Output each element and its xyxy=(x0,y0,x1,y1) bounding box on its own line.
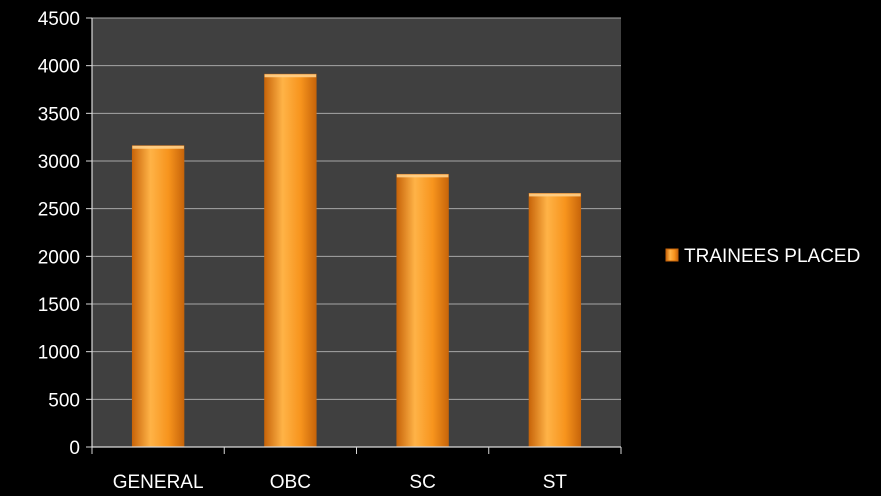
bar-sc xyxy=(396,173,449,448)
x-tick-label-general: GENERAL xyxy=(113,472,204,493)
y-tick-label-2500: 2500 xyxy=(38,200,80,221)
bar-top-obc xyxy=(264,74,317,78)
y-tick-label-3500: 3500 xyxy=(38,104,80,125)
bar-top-st xyxy=(529,193,581,197)
bar-top-general xyxy=(132,145,184,149)
x-tick-label-st: ST xyxy=(543,472,568,493)
legend-swatch xyxy=(665,248,679,262)
legend: TRAINEES PLACED xyxy=(665,246,860,267)
y-tick-label-4500: 4500 xyxy=(38,9,80,30)
bar-general xyxy=(131,145,185,448)
x-tick-label-sc: SC xyxy=(409,472,435,493)
y-tick-label-0: 0 xyxy=(69,438,80,459)
y-tick-label-3000: 3000 xyxy=(38,152,80,173)
y-tick-label-1500: 1500 xyxy=(38,295,80,316)
y-tick-label-2000: 2000 xyxy=(38,247,80,268)
x-tick-labels: GENERAL OBC SC ST xyxy=(91,447,622,493)
y-tick-label-1000: 1000 xyxy=(38,343,80,364)
bars xyxy=(131,73,582,448)
y-tick-labels: 0 500 1000 1500 2000 2500 3000 3500 4000 4500 xyxy=(38,9,92,459)
y-tick-label-4000: 4000 xyxy=(38,57,80,78)
bar-st xyxy=(528,193,582,448)
y-tick-label-500: 500 xyxy=(48,390,80,411)
bar-top-sc xyxy=(396,174,449,178)
x-tick-label-obc: OBC xyxy=(270,472,311,493)
legend-label-trainees-placed: TRAINEES PLACED xyxy=(684,246,860,267)
bar-obc xyxy=(264,73,317,448)
